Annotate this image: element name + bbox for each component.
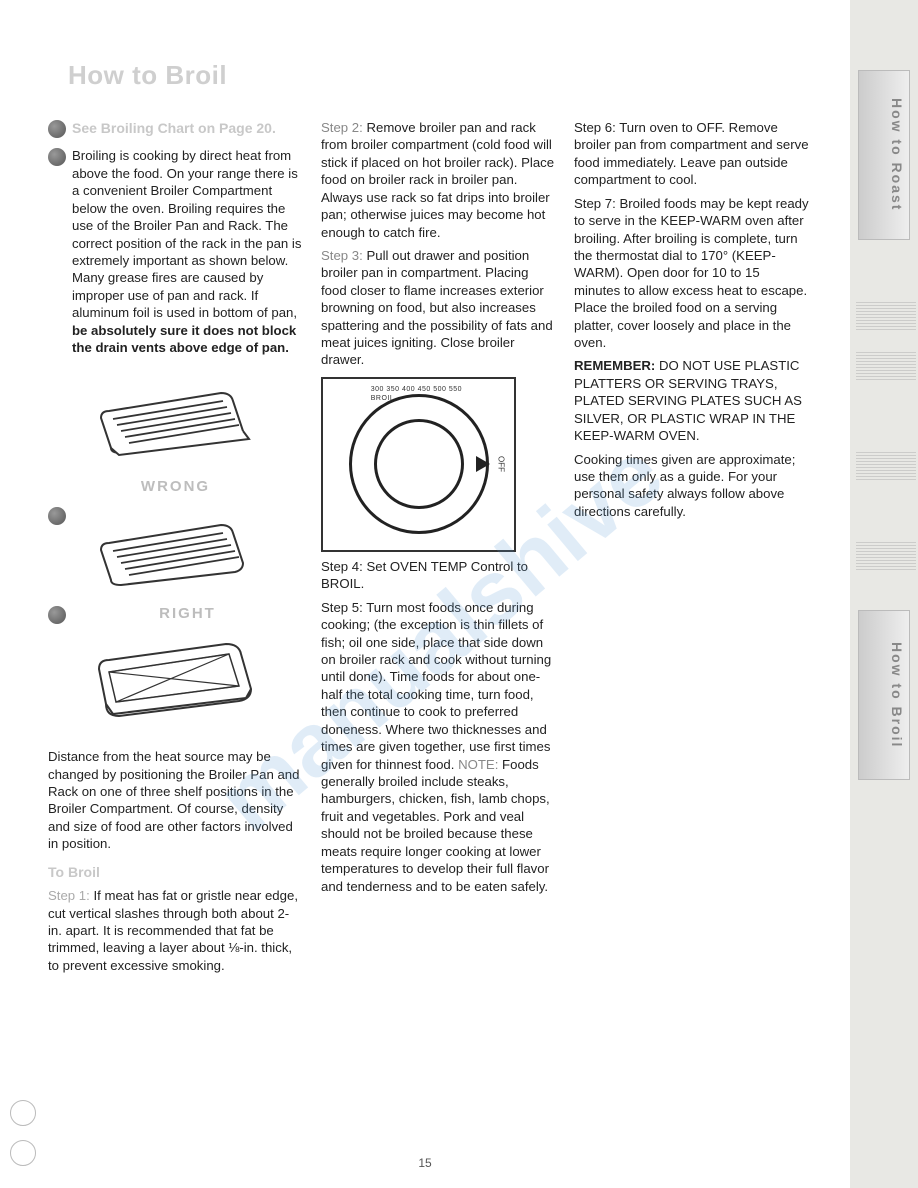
step-5-note-label: NOTE: <box>458 757 498 772</box>
column-2: Step 2: Remove broiler pan and rack from… <box>321 119 556 980</box>
bullet-icon <box>48 606 66 624</box>
column-layout: See Broiling Chart on Page 20. Broiling … <box>48 119 830 980</box>
remember-paragraph: REMEMBER: DO NOT USE PLASTIC PLATTERS OR… <box>574 357 809 444</box>
step-3: Step 3: Pull out drawer and position bro… <box>321 247 556 369</box>
to-broil-heading: To Broil <box>48 863 303 881</box>
step-5-note-text: Foods generally broiled include steaks, … <box>321 757 550 894</box>
step-1: Step 1: If meat has fat or gristle near … <box>48 887 303 974</box>
closing-paragraph: Cooking times given are approximate; use… <box>574 451 809 521</box>
see-chart-heading: See Broiling Chart on Page 20. <box>72 119 276 137</box>
wrong-label: WRONG <box>48 477 303 497</box>
page-title: How to Broil <box>68 60 830 91</box>
distance-paragraph: Distance from the heat source may be cha… <box>48 748 303 853</box>
dial-inner-knob <box>374 419 464 509</box>
step-3-text: Pull out drawer and position broiler pan… <box>321 248 553 368</box>
punch-hole-icon <box>10 1100 36 1126</box>
wrong-rack-illustration <box>91 373 261 473</box>
scan-artifact <box>856 540 916 570</box>
side-tab-strip: How to Roast How to Broil <box>850 0 918 1188</box>
scan-artifact <box>856 350 916 380</box>
scan-artifact <box>856 300 916 330</box>
dial-pointer-icon <box>476 456 490 472</box>
step-5-label: Step 5: <box>321 600 363 615</box>
remember-label: REMEMBER: <box>574 358 655 373</box>
intro-text: Broiling is cooking by direct heat from … <box>72 148 301 320</box>
step-6: Step 6: Turn oven to OFF. Remove broiler… <box>574 119 809 189</box>
bullet-icon <box>48 120 66 138</box>
step-1-label: Step 1: <box>48 888 90 903</box>
scan-artifact <box>856 450 916 480</box>
intro-paragraph: Broiling is cooking by direct heat from … <box>72 147 303 356</box>
step-7: Step 7: Broiled foods may be kept ready … <box>574 195 809 352</box>
pan-illustration <box>91 634 261 744</box>
side-tab-roast: How to Roast <box>858 70 910 240</box>
bullet-icon <box>48 507 66 525</box>
step-4-label: Step 4: <box>321 559 363 574</box>
punch-hole-icon <box>10 1140 36 1166</box>
step-7-label: Step 7: <box>574 196 616 211</box>
page-content: How to Broil See Broiling Chart on Page … <box>0 0 850 1188</box>
bullet-icon <box>48 148 66 166</box>
oven-dial-illustration: 300 350 400 450 500 550 BROIL OFF <box>321 377 516 552</box>
right-rack-illustration <box>91 515 261 600</box>
step-5: Step 5: Turn most foods once during cook… <box>321 599 556 895</box>
right-label: RIGHT <box>72 604 303 624</box>
step-2-label: Step 2: <box>321 120 363 135</box>
column-1: See Broiling Chart on Page 20. Broiling … <box>48 119 303 980</box>
dial-off-label: OFF <box>495 456 506 472</box>
page-number: 15 <box>418 1156 431 1170</box>
step-7-text: Broiled foods may be kept ready to serve… <box>574 196 809 350</box>
step-5-text: Turn most foods once during cooking; (th… <box>321 600 551 772</box>
side-tab-broil: How to Broil <box>858 610 910 780</box>
step-2-text: Remove broiler pan and rack from broiler… <box>321 120 554 240</box>
step-6-label: Step 6: <box>574 120 616 135</box>
intro-bold: be absolutely sure it does not block the… <box>72 323 296 355</box>
step-4: Step 4: Set OVEN TEMP Control to BROIL. <box>321 558 556 593</box>
step-3-label: Step 3: <box>321 248 363 263</box>
column-3: Step 6: Turn oven to OFF. Remove broiler… <box>574 119 809 980</box>
step-2: Step 2: Remove broiler pan and rack from… <box>321 119 556 241</box>
